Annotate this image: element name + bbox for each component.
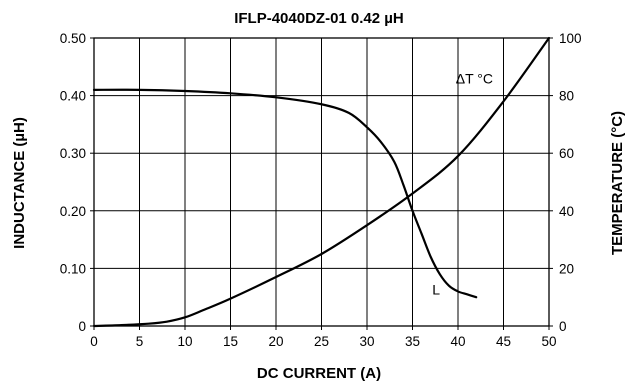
y-tick-label: 0.30 bbox=[60, 146, 86, 161]
y2-axis-title: TEMPERATURE (°C) bbox=[609, 111, 626, 255]
y2-tick-label: 0 bbox=[559, 319, 567, 334]
chart-title: IFLP-4040DZ-01 0.42 µH bbox=[234, 10, 404, 27]
y-tick-label: 0.10 bbox=[60, 261, 86, 276]
y-tick-label: 0.50 bbox=[60, 31, 86, 46]
grid bbox=[90, 37, 553, 330]
x-tick-label: 25 bbox=[314, 334, 329, 349]
x-tick-label: 30 bbox=[359, 334, 374, 349]
curve-label: L bbox=[432, 282, 440, 298]
series-layer bbox=[92, 36, 551, 328]
y-axis-title: INDUCTANCE (µH) bbox=[11, 117, 28, 249]
x-tick-label: 5 bbox=[136, 334, 144, 349]
inductance-curve bbox=[92, 88, 478, 299]
y2-tick-label: 80 bbox=[559, 89, 574, 104]
y-tick-label: 0.20 bbox=[60, 204, 86, 219]
y2-tick-label: 100 bbox=[559, 31, 582, 46]
tick-labels: 0 5 10 15 20 25 30 35 40 45 5000.100.200.300.400.5… bbox=[60, 31, 582, 349]
x-tick-label: 20 bbox=[268, 334, 283, 349]
x-tick-label: 0 bbox=[90, 334, 98, 349]
y-tick-label: 0.40 bbox=[60, 89, 86, 104]
x-axis-title: DC CURRENT (A) bbox=[257, 365, 381, 382]
y-tick-label: 0 bbox=[78, 319, 86, 334]
temperature-rise-curve bbox=[92, 36, 551, 328]
y2-tick-label: 40 bbox=[559, 204, 574, 219]
plot-frame bbox=[93, 37, 550, 327]
x-tick-label: 40 bbox=[450, 334, 465, 349]
x-tick-label: 15 bbox=[223, 334, 238, 349]
x-tick-label: 35 bbox=[405, 334, 420, 349]
y2-tick-label: 20 bbox=[559, 261, 574, 276]
curve-label: ΔT °C bbox=[456, 70, 493, 86]
x-tick-label: 10 bbox=[177, 334, 192, 349]
annotations: ΔT °C L bbox=[432, 70, 493, 297]
x-tick-label: 50 bbox=[541, 334, 556, 349]
x-tick-label: 45 bbox=[496, 334, 511, 349]
y2-tick-label: 60 bbox=[559, 146, 574, 161]
